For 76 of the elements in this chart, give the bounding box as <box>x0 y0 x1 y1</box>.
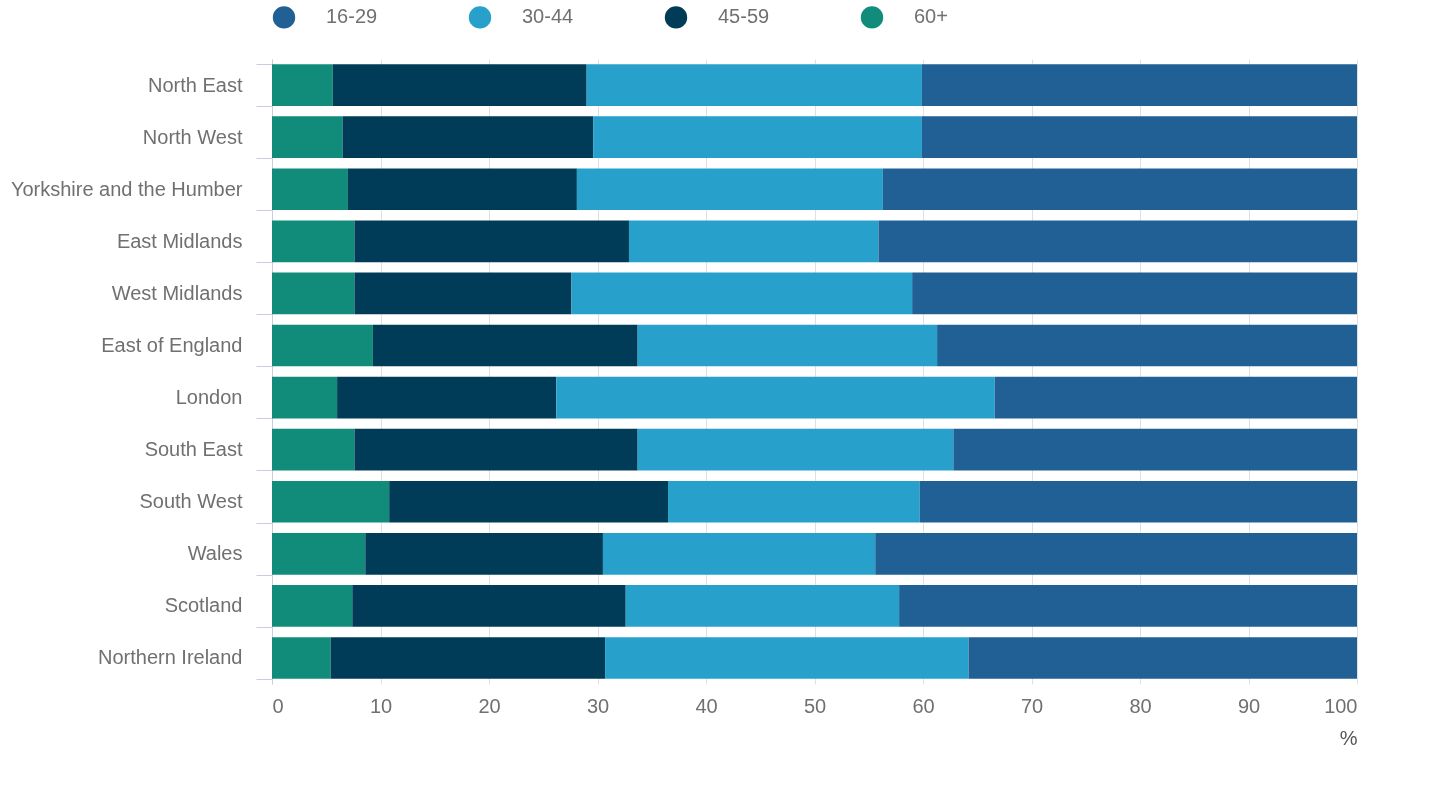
bar <box>556 376 995 419</box>
x-tick-label: 50 <box>803 694 827 717</box>
y-tick-label: Northern Ireland <box>97 646 243 669</box>
bar <box>354 220 629 263</box>
bar <box>365 532 603 575</box>
bar <box>628 220 879 263</box>
bar <box>576 168 883 211</box>
x-tick-label: 100 <box>1324 694 1358 717</box>
bar <box>272 637 331 679</box>
x-axis-title: % <box>1339 726 1358 749</box>
bar <box>272 116 343 158</box>
bar <box>921 64 1357 106</box>
bar <box>637 428 954 471</box>
x-tick-label: 0 <box>272 694 284 717</box>
bar <box>668 480 920 523</box>
x-tick-label: 90 <box>1237 694 1261 717</box>
bar <box>272 272 355 315</box>
bar <box>637 324 938 367</box>
y-tick-label: North West <box>142 125 243 148</box>
bar <box>352 585 626 627</box>
y-tick-label: West Midlands <box>111 281 243 304</box>
bar <box>389 480 669 523</box>
y-tick-label: South West <box>139 490 243 513</box>
bar <box>332 64 587 106</box>
x-tick-label: 40 <box>695 694 718 717</box>
bar <box>968 637 1357 679</box>
bar <box>272 64 333 106</box>
bar <box>912 272 1357 315</box>
bar <box>899 585 1357 627</box>
bar <box>882 168 1357 211</box>
legend-label: 30-44 <box>522 5 574 28</box>
bar <box>937 324 1357 367</box>
x-tick-label: 70 <box>1020 694 1044 717</box>
bar <box>571 272 913 315</box>
y-tick-label: South East <box>144 438 243 461</box>
bar <box>602 532 876 575</box>
bar <box>593 116 922 158</box>
bar <box>272 428 355 471</box>
bar <box>625 585 900 627</box>
bar <box>586 64 922 106</box>
bar <box>875 532 1357 575</box>
bar <box>272 480 390 523</box>
y-tick-label: North East <box>148 73 243 96</box>
bar <box>347 168 577 211</box>
bar <box>605 637 969 679</box>
bar <box>372 324 638 367</box>
bar <box>921 116 1357 158</box>
bar <box>272 376 338 419</box>
y-tick-label: Scotland <box>164 594 243 617</box>
bar <box>953 428 1357 471</box>
x-tick-label: 60 <box>912 694 935 717</box>
bar <box>330 637 606 679</box>
y-tick-label: London <box>175 386 243 409</box>
x-tick-label: 80 <box>1129 694 1152 717</box>
bar <box>994 376 1357 419</box>
bar <box>272 220 355 263</box>
x-tick-label: 30 <box>586 694 610 717</box>
bar <box>272 168 348 211</box>
bar <box>272 324 373 367</box>
bar <box>272 532 366 575</box>
y-tick-label: East of England <box>101 333 243 356</box>
legend-label: 60+ <box>914 5 948 28</box>
y-tick-label: East Midlands <box>116 229 243 252</box>
bar <box>272 585 353 627</box>
bar <box>354 272 572 315</box>
legend-label: 16-29 <box>326 5 378 28</box>
bar <box>342 116 594 158</box>
bar <box>919 480 1357 523</box>
x-tick-label: 20 <box>478 694 501 717</box>
bar <box>337 376 557 419</box>
y-tick-label: Yorkshire and the Humber <box>10 177 243 200</box>
x-tick-label: 10 <box>369 694 393 717</box>
legend-label: 45-59 <box>718 5 770 28</box>
bar <box>878 220 1357 263</box>
y-tick-label: Wales <box>187 542 243 565</box>
bar <box>354 428 638 471</box>
